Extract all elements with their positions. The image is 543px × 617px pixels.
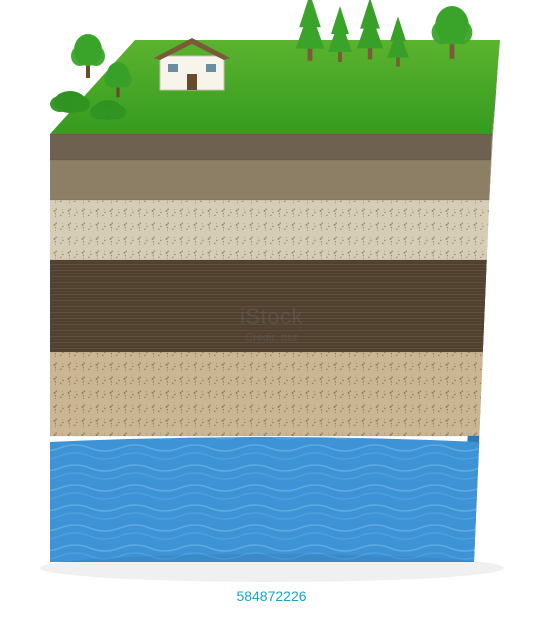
layer-sand-speckle bbox=[50, 200, 489, 260]
layer-subsoil-brown bbox=[50, 160, 491, 200]
house-window bbox=[206, 64, 216, 72]
house-door bbox=[187, 74, 197, 90]
footer: 584872226 bbox=[0, 588, 543, 606]
image-id-link[interactable]: 584872226 bbox=[236, 588, 306, 604]
layer-topsoil-dark bbox=[50, 134, 492, 160]
layer-shale-striated bbox=[50, 260, 487, 352]
house-window bbox=[168, 64, 178, 72]
layer-aquifer-water bbox=[50, 437, 479, 562]
diagram-svg bbox=[0, 0, 543, 612]
soil-layers-diagram bbox=[0, 0, 543, 612]
block-shadow bbox=[40, 554, 504, 582]
layer-sandstone bbox=[50, 352, 483, 436]
